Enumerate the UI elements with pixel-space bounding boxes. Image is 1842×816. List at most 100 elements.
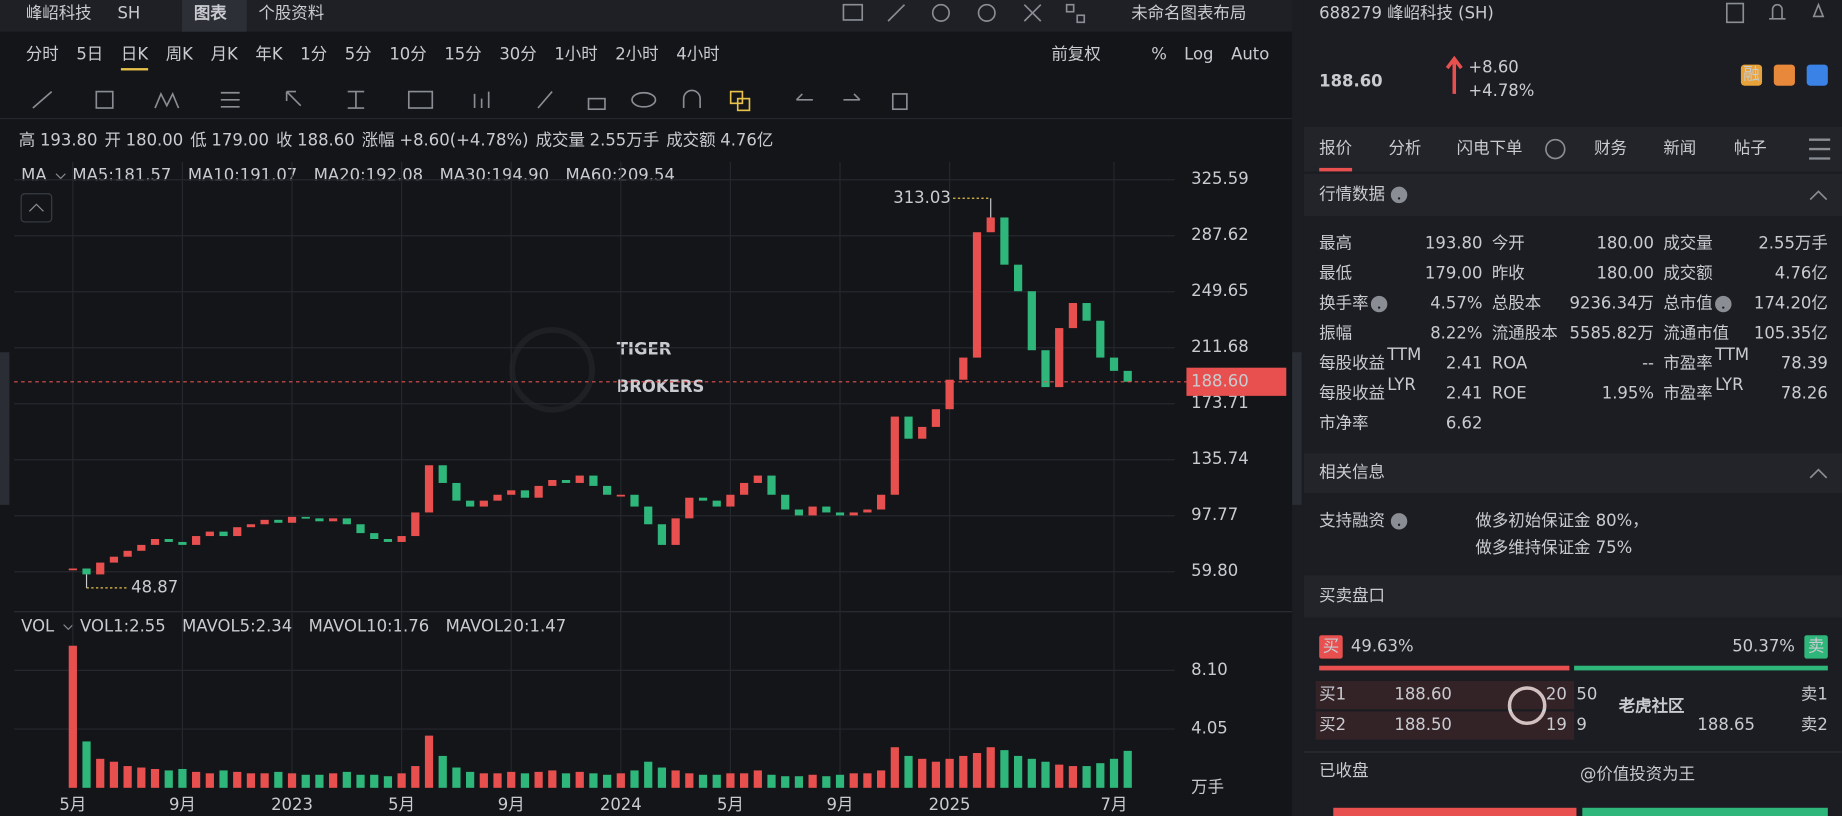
period[interactable]: 1分 bbox=[300, 45, 327, 64]
field-label: 流通市值 bbox=[1663, 324, 1729, 343]
legend-item: MAVOL20:1.47 bbox=[446, 616, 567, 635]
icon[interactable] bbox=[977, 3, 996, 22]
buy-button[interactable] bbox=[1333, 807, 1577, 816]
icon[interactable] bbox=[682, 89, 701, 109]
period[interactable]: 5日 bbox=[76, 45, 103, 64]
ohlc-value: 179.00 bbox=[211, 130, 269, 149]
candle bbox=[370, 533, 379, 540]
chart-option[interactable]: Log bbox=[1184, 45, 1213, 64]
collapse-button[interactable] bbox=[20, 193, 53, 223]
watermark: BROKERS bbox=[617, 377, 705, 396]
dropdown-icon[interactable] bbox=[55, 173, 66, 180]
volume-bar bbox=[1123, 750, 1132, 788]
period-underline bbox=[120, 68, 149, 71]
help-icon[interactable] bbox=[1370, 295, 1388, 313]
y-tick-label: 4.05 bbox=[1191, 719, 1228, 738]
help-dot bbox=[1377, 306, 1381, 309]
x-tick-label: 2024 bbox=[600, 795, 642, 814]
volume-bar bbox=[685, 773, 694, 788]
period[interactable]: 月K bbox=[211, 45, 239, 64]
left-handle bbox=[0, 352, 10, 505]
icon[interactable] bbox=[729, 90, 744, 105]
icon[interactable] bbox=[1769, 3, 1786, 20]
menu-icon[interactable] bbox=[1809, 138, 1831, 160]
help-icon[interactable] bbox=[1390, 186, 1408, 204]
icon[interactable] bbox=[931, 3, 950, 22]
volume-bar bbox=[712, 774, 721, 788]
icon[interactable] bbox=[95, 90, 114, 109]
dropdown-icon[interactable] bbox=[63, 624, 74, 631]
volume-bar bbox=[972, 753, 982, 788]
candle bbox=[411, 512, 420, 537]
quote-tab[interactable]: 财务 bbox=[1594, 139, 1627, 158]
candle bbox=[137, 544, 146, 551]
quote-tab[interactable]: 分析 bbox=[1388, 139, 1421, 158]
chevron-icon[interactable] bbox=[1809, 190, 1828, 201]
chart-option[interactable]: 前复权 bbox=[1051, 45, 1100, 64]
quote-tab[interactable]: 新闻 bbox=[1663, 139, 1696, 158]
bid-row-bg bbox=[1315, 711, 1575, 740]
quote-tab[interactable]: 闪电下单 bbox=[1457, 139, 1523, 158]
active-tab-bg bbox=[182, 0, 247, 32]
icon[interactable] bbox=[473, 91, 490, 109]
field-label: 成交量 bbox=[1663, 234, 1712, 253]
icon[interactable] bbox=[537, 91, 553, 109]
period[interactable]: 5分 bbox=[345, 45, 372, 64]
icon[interactable] bbox=[347, 90, 365, 109]
period[interactable]: 年K bbox=[255, 45, 283, 64]
period[interactable]: 日K bbox=[121, 45, 149, 64]
icon[interactable] bbox=[32, 90, 53, 109]
icon[interactable] bbox=[736, 97, 751, 112]
candle bbox=[698, 497, 708, 501]
volume-bar bbox=[603, 774, 612, 788]
icon[interactable] bbox=[154, 91, 180, 109]
icon[interactable] bbox=[1065, 3, 1075, 13]
ohlc-value: 180.00 bbox=[126, 130, 184, 149]
chart-option[interactable]: Auto bbox=[1231, 45, 1269, 64]
period[interactable]: 10分 bbox=[389, 45, 426, 64]
chevron-icon bbox=[28, 203, 44, 212]
icon[interactable] bbox=[407, 90, 434, 109]
icon[interactable] bbox=[795, 93, 813, 101]
period[interactable]: 15分 bbox=[444, 45, 481, 64]
candle bbox=[315, 518, 324, 522]
icon[interactable] bbox=[1023, 4, 1042, 22]
help-icon[interactable] bbox=[1390, 513, 1408, 530]
icon[interactable] bbox=[1812, 2, 1825, 18]
candle bbox=[329, 518, 338, 522]
icon[interactable] bbox=[285, 90, 302, 107]
icon[interactable] bbox=[220, 91, 240, 108]
icon[interactable] bbox=[887, 4, 906, 22]
field-value: 2.41 bbox=[1446, 383, 1483, 402]
ohlc-label: 成交量 bbox=[536, 130, 585, 149]
period[interactable]: 2小时 bbox=[615, 45, 658, 64]
icon[interactable] bbox=[891, 93, 908, 111]
ask-label: 卖2 bbox=[1801, 715, 1828, 734]
chart-option[interactable]: % bbox=[1151, 45, 1167, 64]
volume-bar bbox=[507, 771, 516, 788]
period[interactable]: 4小时 bbox=[676, 45, 719, 64]
icon[interactable] bbox=[1076, 14, 1086, 24]
tab[interactable]: 图表 bbox=[194, 4, 227, 23]
sell-button[interactable] bbox=[1582, 807, 1828, 816]
quote-tab[interactable]: 报价 bbox=[1319, 139, 1352, 158]
icon[interactable] bbox=[631, 91, 657, 108]
icon[interactable] bbox=[587, 97, 606, 111]
icon[interactable] bbox=[842, 3, 864, 21]
quote-tab[interactable]: 帖子 bbox=[1734, 139, 1767, 158]
period[interactable]: 周K bbox=[166, 45, 194, 64]
period[interactable]: 1小时 bbox=[554, 45, 597, 64]
icon[interactable] bbox=[1725, 2, 1745, 24]
legend-item: MAVOL10:1.76 bbox=[309, 616, 430, 635]
quote-tabs-bg[interactable] bbox=[1303, 126, 1842, 172]
help-icon[interactable] bbox=[1715, 295, 1732, 313]
layout-name[interactable]: 未命名图表布局 bbox=[1131, 4, 1246, 23]
tab[interactable]: 个股资料 bbox=[258, 4, 324, 23]
period[interactable]: 分时 bbox=[26, 45, 59, 64]
period[interactable]: 30分 bbox=[499, 45, 536, 64]
volume-bar bbox=[1096, 763, 1105, 788]
margin-line: 做多维持保证金 75% bbox=[1475, 538, 1632, 557]
more-icon[interactable] bbox=[1545, 138, 1566, 160]
chevron-icon[interactable] bbox=[1809, 468, 1828, 479]
icon[interactable] bbox=[843, 93, 861, 101]
